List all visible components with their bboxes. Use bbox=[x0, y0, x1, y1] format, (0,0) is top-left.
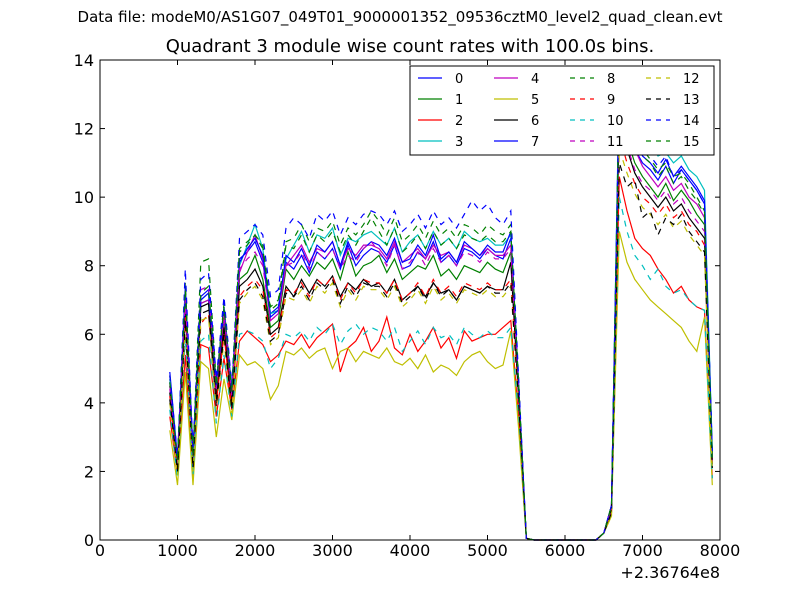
legend-label-13: 13 bbox=[683, 93, 700, 108]
x-tick-label: 2000 bbox=[235, 541, 276, 560]
series-line-13 bbox=[169, 162, 713, 541]
series-line-12 bbox=[169, 148, 713, 541]
legend-label-9: 9 bbox=[607, 93, 615, 108]
y-tick-label: 2 bbox=[84, 462, 94, 481]
legend-label-5: 5 bbox=[531, 93, 539, 108]
series-line-5 bbox=[169, 231, 713, 541]
x-tick-label: 8000 bbox=[700, 541, 741, 560]
x-tick-label: 5000 bbox=[467, 541, 508, 560]
x-tick-label: 7000 bbox=[622, 541, 663, 560]
x-tick-label: 4000 bbox=[390, 541, 431, 560]
legend-label-4: 4 bbox=[531, 72, 539, 87]
legend-label-8: 8 bbox=[607, 72, 615, 87]
legend-box bbox=[409, 65, 715, 156]
legend-label-0: 0 bbox=[455, 72, 463, 87]
series-line-2 bbox=[169, 176, 713, 541]
x-tick-label: 1000 bbox=[157, 541, 198, 560]
series-line-11 bbox=[169, 121, 713, 541]
x-tick-label: 0 bbox=[95, 541, 105, 560]
y-tick-label: 14 bbox=[74, 51, 94, 70]
ticks-layer: 0 1000 2000 3000 4000 5000 6000 7000 80000246810… bbox=[74, 51, 741, 560]
figure-suptitle: Data file: modeM0/AS1G07_049T01_90000013… bbox=[77, 8, 723, 26]
y-tick-label: 10 bbox=[74, 188, 94, 207]
series-line-6 bbox=[169, 114, 713, 541]
legend-label-12: 12 bbox=[683, 72, 700, 87]
y-tick-label: 6 bbox=[84, 325, 94, 344]
series-line-15 bbox=[169, 94, 713, 541]
legend-label-2: 2 bbox=[455, 114, 463, 129]
chart-title: Quadrant 3 module wise count rates with … bbox=[165, 36, 655, 57]
legend-label-7: 7 bbox=[531, 135, 539, 150]
series-line-10 bbox=[169, 196, 713, 541]
y-tick-label: 8 bbox=[84, 257, 94, 276]
x-offset-label: +2.36764e8 bbox=[620, 563, 720, 582]
x-tick-label: 6000 bbox=[545, 541, 586, 560]
y-tick-label: 4 bbox=[84, 394, 94, 413]
y-tick-label: 12 bbox=[74, 120, 94, 139]
legend-label-3: 3 bbox=[455, 135, 463, 150]
legend-label-1: 1 bbox=[455, 93, 463, 108]
legend-label-14: 14 bbox=[683, 114, 700, 129]
series-line-14 bbox=[169, 97, 713, 541]
legend-label-11: 11 bbox=[607, 135, 624, 150]
legend-label-6: 6 bbox=[531, 114, 539, 129]
legend-label-15: 15 bbox=[683, 135, 700, 150]
legend-label-10: 10 bbox=[607, 114, 624, 129]
series-line-1 bbox=[169, 107, 713, 541]
y-tick-label: 0 bbox=[84, 531, 94, 550]
x-tick-label: 3000 bbox=[312, 541, 353, 560]
series-line-4 bbox=[169, 100, 713, 541]
